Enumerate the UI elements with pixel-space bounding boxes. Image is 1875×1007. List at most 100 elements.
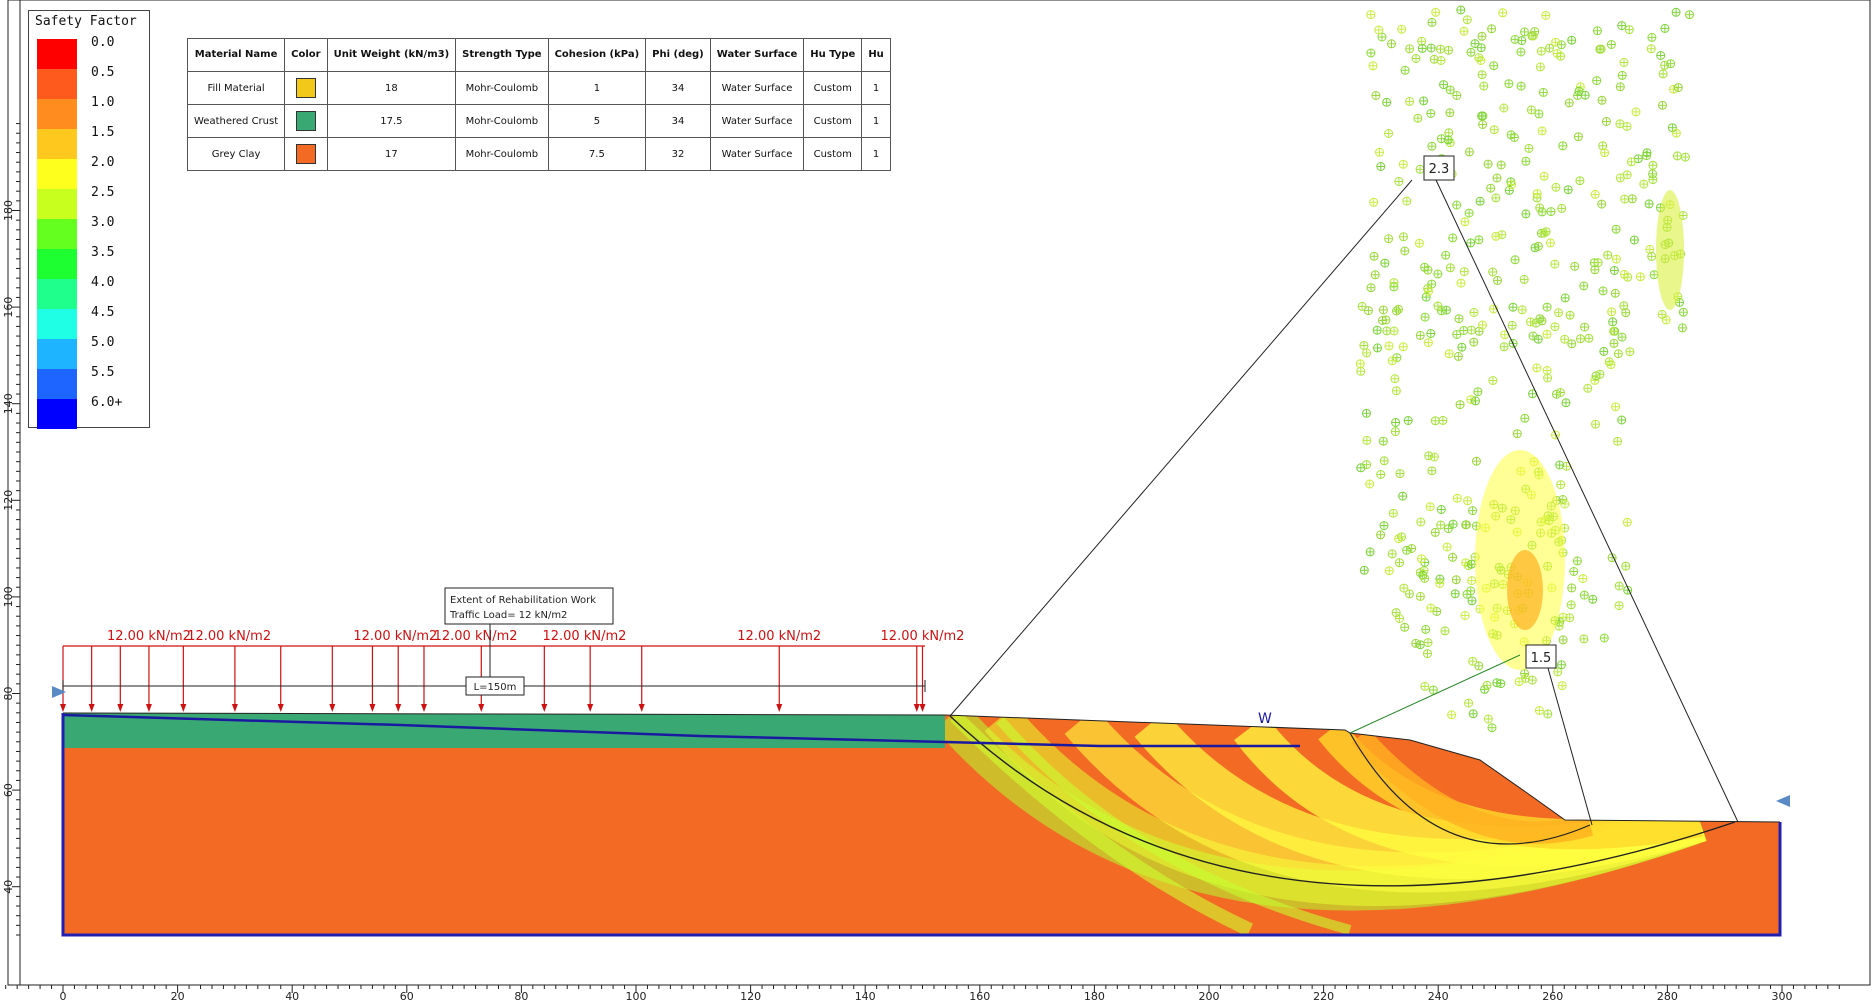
slip-centre-marker [1384, 129, 1394, 138]
ground-surface [62, 712, 1781, 823]
load-arrowhead [919, 704, 926, 712]
slip-centre-marker [1468, 656, 1478, 666]
legend-swatch [37, 159, 77, 189]
slip-centre-marker [1567, 339, 1577, 349]
slip-centre-marker [1678, 307, 1688, 317]
slip-centre-marker [1420, 573, 1430, 583]
load-arrowhead [60, 704, 66, 712]
slip-centre-marker [1617, 332, 1627, 342]
legend-label: 2.5 [91, 185, 115, 200]
slip-centre-marker [1609, 266, 1619, 275]
slip-centre-marker [1565, 310, 1575, 320]
table-cell: Mohr-Coulomb [455, 104, 549, 138]
table-cell: 18 [326, 71, 457, 105]
slip-centre-marker [1448, 519, 1458, 529]
slip-centre-marker [1619, 269, 1629, 279]
slip-centre-marker [1597, 95, 1607, 105]
slip-centre-marker [1538, 87, 1548, 97]
x-tick-label: 260 [1542, 990, 1563, 1003]
load-arrowhead [329, 704, 336, 712]
slip-centre-marker [1619, 301, 1629, 311]
slip-centre-marker [1443, 524, 1453, 534]
legend-swatch [37, 129, 77, 159]
table-row: Weathered Crust 17.5 Mohr-Coulomb 5 34 Water … [186, 104, 891, 138]
slip-centre-marker [1474, 235, 1484, 245]
slip-centre-marker [1492, 678, 1502, 688]
slip-centre-marker [1423, 338, 1433, 348]
slip-centre-marker [1658, 69, 1668, 79]
slip-centre-marker [1464, 698, 1474, 708]
load-arrowhead [395, 704, 402, 712]
slip-centre-marker [1656, 51, 1666, 60]
slip-centre-marker [1407, 544, 1417, 553]
y-tick-label: 140 [2, 393, 15, 414]
slip-centre-marker [1606, 40, 1616, 49]
table-cell: 1 [861, 71, 891, 105]
slip-centre-marker [1388, 508, 1398, 518]
slip-centre-marker [1483, 714, 1493, 724]
slip-centre-marker [1391, 418, 1401, 427]
slip-centre-marker [1504, 79, 1514, 89]
slip-centre-marker [1558, 141, 1568, 151]
slip-centre-marker [1611, 224, 1621, 234]
slip-centre-marker [1610, 288, 1620, 298]
radius-line-right [1435, 179, 1739, 823]
slip-centre-marker [1424, 286, 1433, 296]
slip-centre-marker [1615, 173, 1625, 183]
slip-centre-marker [1448, 552, 1458, 562]
table-cell: 17 [326, 137, 457, 171]
slip-centre-marker [1626, 157, 1636, 167]
slip-centre-marker [1556, 480, 1566, 490]
slip-centre-marker [1593, 26, 1602, 36]
slip-centre-marker [1466, 586, 1476, 596]
slip-centre-marker [1488, 376, 1498, 385]
load-label: 12.00 kN/m2 [107, 629, 191, 644]
slip-centre-marker [1362, 435, 1372, 445]
slip-centre-marker [1595, 44, 1605, 54]
x-tick-label: 0 [60, 990, 67, 1003]
slip-centre-marker [1580, 322, 1590, 332]
table-cell: 17.5 [326, 104, 457, 138]
slip-centre-marker [1567, 35, 1577, 45]
table-header-row: Material Name Color Unit Weight (kN/m3) Str… [186, 38, 891, 72]
slip-centre-marker [1657, 309, 1667, 319]
slip-centre-marker [1466, 559, 1476, 569]
slip-centre-marker [1466, 325, 1476, 335]
slip-centre-marker [1378, 305, 1388, 315]
legend-label: 4.5 [91, 305, 115, 320]
slip-centre-marker [1575, 176, 1585, 186]
slip-centre-marker [1460, 611, 1470, 620]
slip-centre-marker [1372, 325, 1382, 335]
slip-centre-marker [1521, 673, 1530, 683]
table-cell: Water Surface [709, 71, 805, 105]
slip-centre-marker [1609, 326, 1619, 336]
slip-centre-marker [1376, 162, 1386, 171]
legend-label: 3.0 [91, 215, 115, 230]
slip-centre-marker [1613, 436, 1623, 446]
slip-centre-marker [1579, 281, 1589, 291]
table-header-cell: Color [284, 38, 328, 72]
slip-centre-marker [1617, 21, 1627, 31]
slip-centre-marker [1415, 164, 1425, 174]
slip-centre-marker [1402, 196, 1412, 206]
slip-centre-marker [1357, 301, 1367, 311]
slip-centre-marker [1459, 267, 1469, 277]
x-tick-label: 140 [855, 990, 876, 1003]
material-color-cell [284, 104, 328, 138]
slip-centre-marker [1374, 25, 1384, 35]
table-cell: 32 [645, 137, 711, 171]
table-header-cell: Phi (deg) [645, 38, 711, 72]
table-row: Fill Material 18 Mohr-Coulomb 1 34 Water Surf… [186, 71, 891, 105]
slip-centre-marker [1421, 624, 1431, 634]
slip-centre-marker [1376, 530, 1386, 540]
slip-centre-marker [1489, 125, 1499, 135]
table-cell: Custom [803, 137, 863, 171]
slip-centre-marker [1380, 258, 1390, 268]
slip-centre-marker [1584, 333, 1594, 343]
slip-centre-marker [1452, 91, 1462, 100]
slip-centre-marker [1558, 635, 1568, 645]
slip-centre-marker [1400, 65, 1410, 75]
slip-centre-marker [1384, 566, 1394, 576]
slip-centre-marker [1557, 203, 1567, 213]
slip-centre-marker [1666, 59, 1676, 69]
